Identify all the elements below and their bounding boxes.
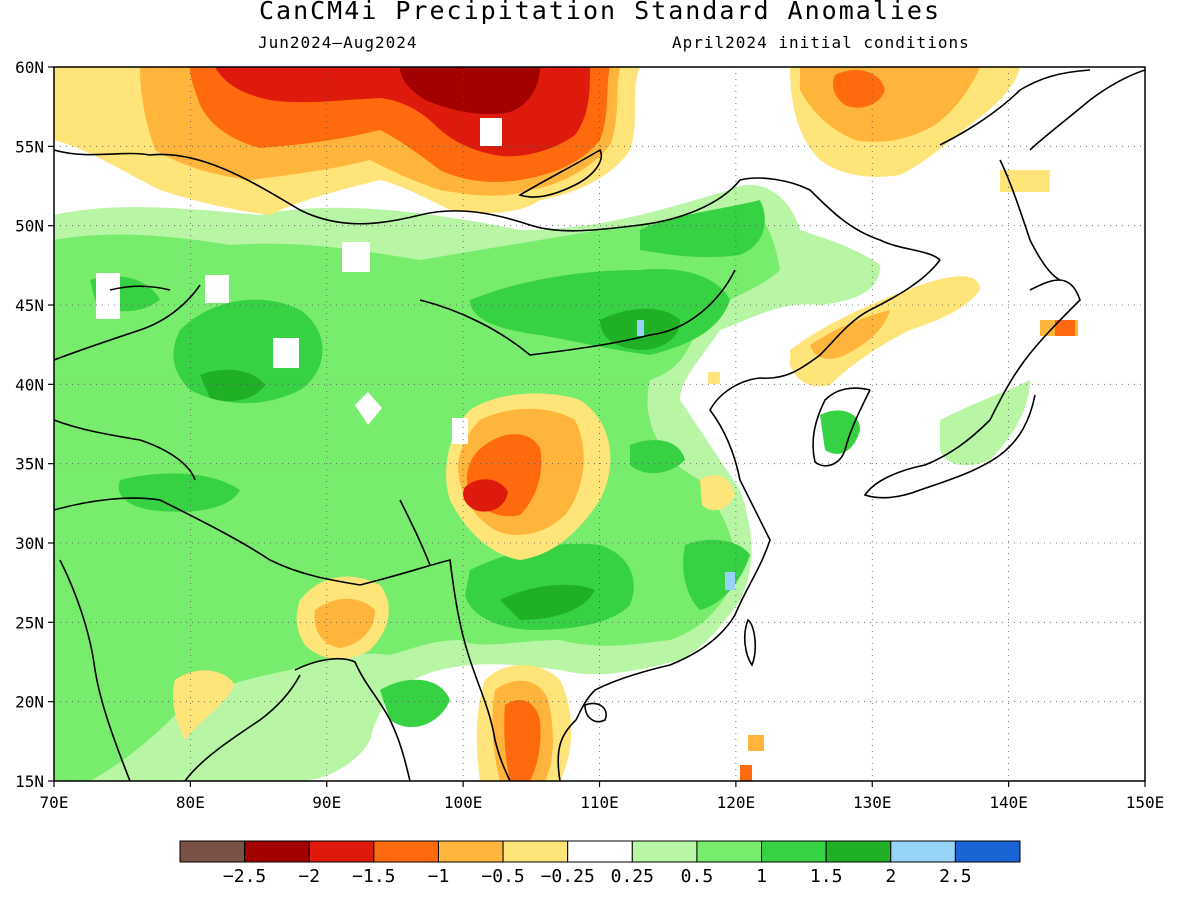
lat-tick-label: 25N	[15, 613, 44, 632]
colorbar-swatch	[567, 840, 633, 863]
colorbar-swatch	[761, 840, 827, 863]
colorbar-label: −1.5	[352, 866, 395, 887]
map-axis-ticks: 70E 80E 90E 100E 110E 120E 130E 140E 150E 15N 20N 2…	[15, 58, 1164, 812]
lon-tick-label: 110E	[580, 793, 619, 812]
colorbar-swatch	[373, 840, 439, 863]
colorbar-swatch	[244, 840, 310, 863]
colorbar-swatch	[179, 840, 246, 863]
colorbar-label: 1	[756, 866, 767, 887]
lon-tick-label: 120E	[717, 793, 756, 812]
lon-tick-label: 90E	[312, 793, 341, 812]
forecast-period: Jun2024–Aug2024	[258, 33, 418, 52]
lon-tick-label: 130E	[853, 793, 892, 812]
colorbar-label: −2.5	[223, 866, 266, 887]
lat-tick-label: 55N	[15, 137, 44, 156]
lon-tick-label: 140E	[989, 793, 1028, 812]
colorbar-label: 2	[885, 866, 896, 887]
colorbar: −2.5 −2 −1.5 −1 −0.5 −0.25 0.25 0.5 1 1.5 2 2.5	[179, 840, 1021, 887]
lat-tick-label: 20N	[15, 693, 44, 712]
lat-tick-label: 40N	[15, 375, 44, 394]
map-gridlines	[54, 67, 1145, 781]
colorbar-swatch	[502, 840, 569, 863]
colorbar-label: 1.5	[810, 866, 843, 887]
colorbar-label: −0.25	[541, 866, 595, 887]
colorbar-label: −2	[298, 866, 320, 887]
colorbar-label: −1	[428, 866, 450, 887]
lat-tick-label: 35N	[15, 455, 44, 474]
lon-tick-label: 80E	[176, 793, 205, 812]
colorbar-swatch	[631, 840, 698, 863]
colorbar-swatch	[890, 840, 956, 863]
lat-tick-label: 45N	[15, 296, 44, 315]
lat-tick-label: 30N	[15, 534, 44, 553]
colorbar-swatch	[308, 840, 375, 863]
colorbar-swatch	[696, 840, 763, 863]
colorbar-swatch	[954, 840, 1021, 863]
lon-tick-label: 70E	[40, 793, 69, 812]
lon-tick-label: 150E	[1126, 793, 1165, 812]
lat-tick-label: 50N	[15, 217, 44, 236]
initial-conditions: April2024 initial conditions	[672, 33, 970, 52]
colorbar-label: −0.5	[481, 866, 524, 887]
lon-tick-label: 100E	[444, 793, 483, 812]
colorbar-label: 0.25	[611, 866, 654, 887]
colorbar-label: 0.5	[681, 866, 714, 887]
map-title: CanCM4i Precipitation Standard Anomalies	[258, 0, 942, 25]
lat-tick-label: 15N	[15, 772, 44, 791]
colorbar-label: 2.5	[939, 866, 972, 887]
colorbar-swatch	[825, 840, 892, 863]
lat-tick-label: 60N	[15, 58, 44, 77]
anomaly-field	[54, 67, 1145, 781]
colorbar-swatch	[437, 840, 504, 863]
coastlines-and-borders	[54, 69, 1145, 781]
